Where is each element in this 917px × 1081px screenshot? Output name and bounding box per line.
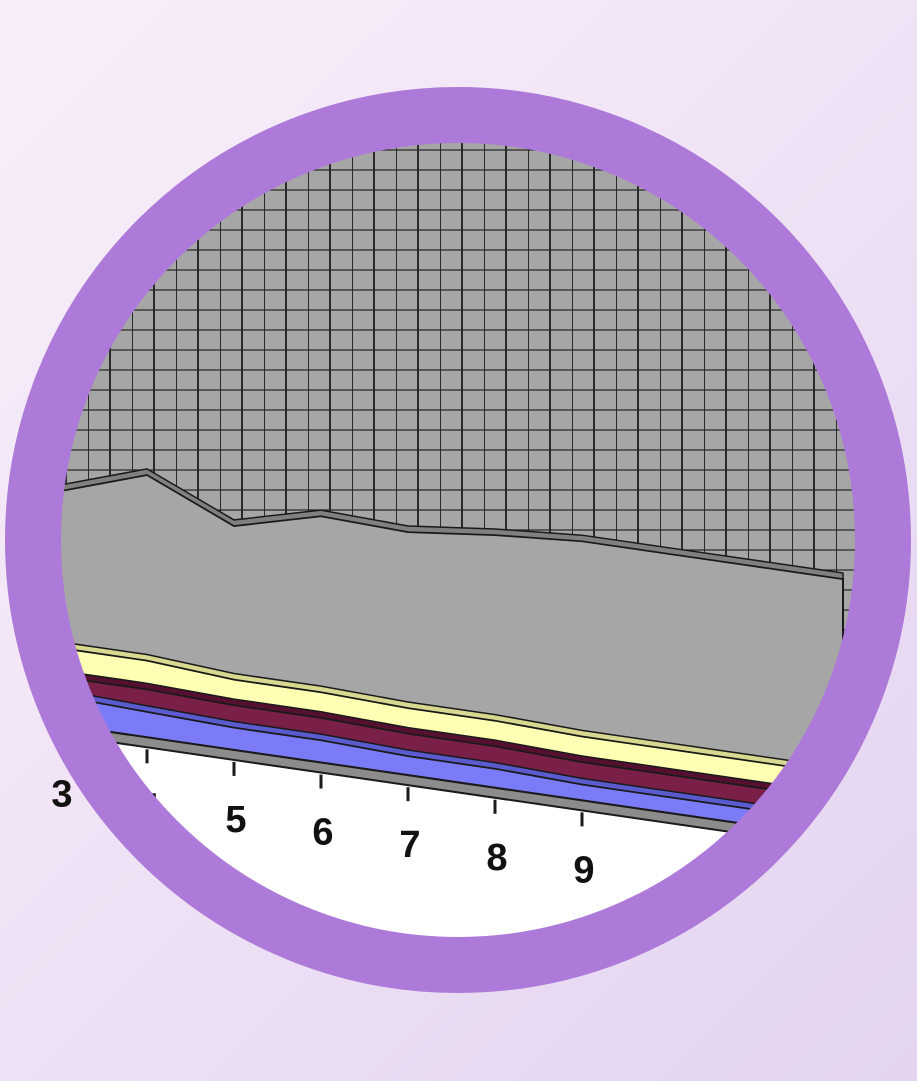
x-tick-label-9: 9 (573, 849, 594, 891)
frame-ring (5, 87, 911, 993)
x-tick-label-3: 3 (51, 774, 72, 816)
x-tick-label-6: 6 (312, 812, 333, 854)
series-4-edge (60, 446, 844, 580)
chart-floor (60, 714, 856, 861)
x-tick-label-8: 8 (486, 837, 507, 879)
x-tick-label-7: 7 (399, 824, 420, 866)
x-axis-ticks (58, 736, 584, 827)
x-tick-label-5: 5 (225, 799, 246, 841)
floor-strip (60, 714, 856, 861)
